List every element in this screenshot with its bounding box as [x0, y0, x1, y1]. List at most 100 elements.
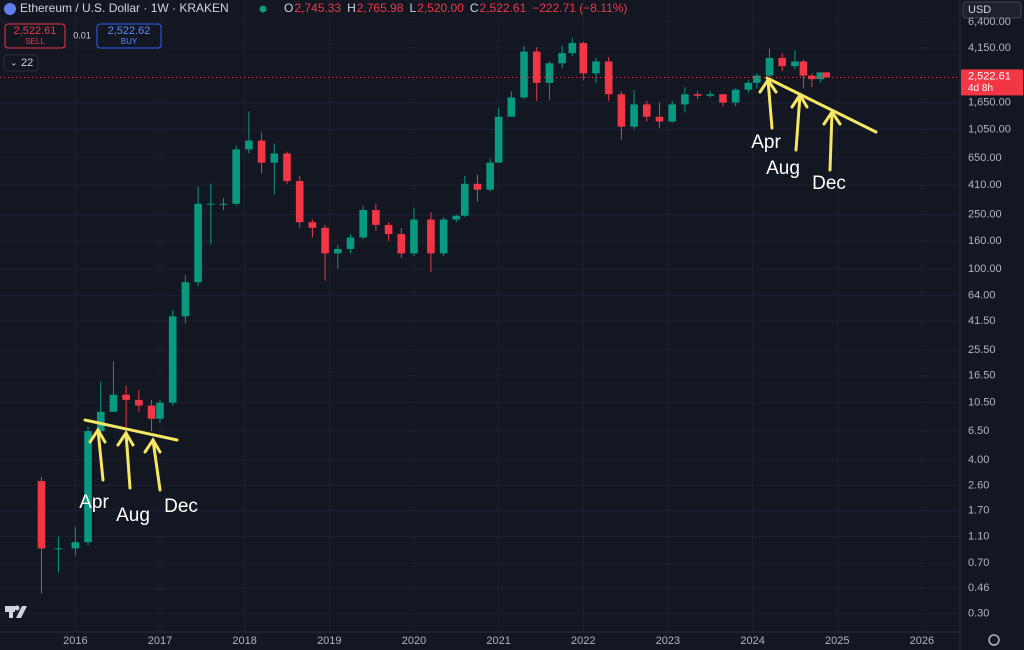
candle-body: [744, 82, 753, 90]
candle-body: [681, 94, 689, 105]
candle-body: [439, 219, 448, 254]
market-status: [259, 5, 267, 13]
y-tick-label: 650.00: [968, 152, 1002, 164]
y-tick-label: 100.00: [968, 263, 1002, 275]
annotation-label: Dec: [812, 173, 846, 194]
countdown: 4d 8h: [968, 83, 993, 94]
candle-body: [410, 219, 418, 254]
annotation-label: Aug: [116, 505, 150, 526]
y-tick-label: 2.60: [968, 479, 989, 491]
candle-body: [494, 116, 503, 163]
ohlc-value: 2,520.00: [417, 1, 464, 15]
candle-body: [507, 97, 516, 117]
candle-body: [37, 481, 46, 549]
candle-body: [791, 61, 799, 67]
candle-body: [579, 43, 588, 74]
candle-body: [71, 542, 80, 549]
candle-body: [181, 282, 190, 317]
candle-body: [427, 219, 435, 254]
candle-body: [617, 94, 626, 127]
candle-body: [219, 203, 228, 205]
candle-body: [194, 203, 202, 283]
buy-button[interactable]: [96, 23, 162, 49]
settings-icon[interactable]: [988, 634, 1000, 646]
candle-body: [359, 209, 367, 238]
y-tick-label: 0.30: [968, 608, 989, 620]
candle-body: [308, 222, 317, 228]
candle-body: [486, 162, 494, 190]
y-tick-label: 0.70: [968, 557, 989, 569]
candle-body: [706, 94, 715, 96]
spread: 0.01: [73, 30, 91, 40]
x-tick-label: 2021: [486, 635, 510, 647]
y-tick-label: 0.46: [968, 582, 989, 594]
x-tick-label: 2016: [63, 635, 87, 647]
y-tick-label: 1,050.00: [968, 123, 1011, 135]
candle-body: [731, 89, 740, 103]
buy-price: 2,522.62: [108, 25, 151, 37]
candle-body: [520, 51, 528, 98]
candle-body: [808, 75, 816, 80]
symbol-title: Ethereum / U.S. Dollar · 1W · KRAKEN: [20, 1, 229, 15]
ohlc-value: 2,745.33: [294, 1, 341, 15]
candle-body: [799, 61, 808, 76]
candle-body: [168, 316, 177, 403]
x-tick-label: 2017: [148, 635, 172, 647]
candle-body: [147, 405, 156, 419]
candle-body: [206, 203, 215, 205]
candle-body: [568, 43, 577, 54]
candle-body: [655, 116, 664, 122]
annotation-lines: [83, 76, 878, 492]
candle-body: [473, 183, 482, 190]
candle-body: [630, 104, 638, 127]
indicators-toggle[interactable]: [3, 54, 39, 72]
candles: [37, 38, 831, 594]
ohlc-key: H: [347, 1, 356, 15]
y-tick-label: 16.50: [968, 370, 996, 382]
candle-body: [452, 215, 461, 220]
x-tick-label: 2020: [402, 635, 426, 647]
ohlc-key: L: [409, 1, 416, 15]
x-tick-label: 2022: [571, 635, 595, 647]
grid: [0, 0, 960, 632]
price-change: −222.71 (−8.11%): [532, 1, 627, 15]
candle-body: [122, 394, 130, 400]
y-tick-label: 1,650.00: [968, 97, 1011, 109]
x-tick-label: 2019: [317, 635, 341, 647]
buy-label: BUY: [121, 37, 138, 46]
candle-body: [642, 104, 651, 117]
currency-select[interactable]: [962, 1, 1022, 19]
y-tick-label: 410.00: [968, 179, 1002, 191]
sell-button[interactable]: [4, 23, 66, 49]
candle-body: [592, 61, 600, 74]
y-tick-label: 160.00: [968, 235, 1002, 247]
candle-body: [109, 394, 118, 412]
ohlc-key: C: [470, 1, 479, 15]
y-tick-label: 64.00: [968, 289, 996, 301]
candle-body: [384, 224, 393, 235]
candle-body: [295, 181, 304, 223]
candle-body: [460, 183, 469, 216]
indicators-count: 22: [21, 57, 33, 69]
last-price-box: [961, 69, 1023, 96]
tv-logo: [5, 605, 27, 618]
x-tick-label: 2026: [910, 635, 934, 647]
candle-body: [346, 237, 355, 249]
candle-body: [257, 140, 266, 163]
x-tick-label: 2023: [656, 635, 680, 647]
candle-body: [822, 72, 831, 78]
candle-body: [135, 399, 143, 406]
candle-body: [54, 548, 63, 550]
candle-body: [84, 431, 92, 543]
candle-body: [778, 57, 787, 67]
sell-price: 2,522.61: [14, 25, 57, 37]
candle-body: [321, 227, 329, 254]
candle-body: [545, 63, 554, 83]
candle-body: [333, 248, 342, 254]
candle-body: [532, 51, 541, 83]
x-tick-label: 2018: [232, 635, 256, 647]
annotation-label: Apr: [751, 132, 781, 153]
annotation-label: Apr: [79, 492, 109, 513]
candle-body: [372, 209, 380, 225]
